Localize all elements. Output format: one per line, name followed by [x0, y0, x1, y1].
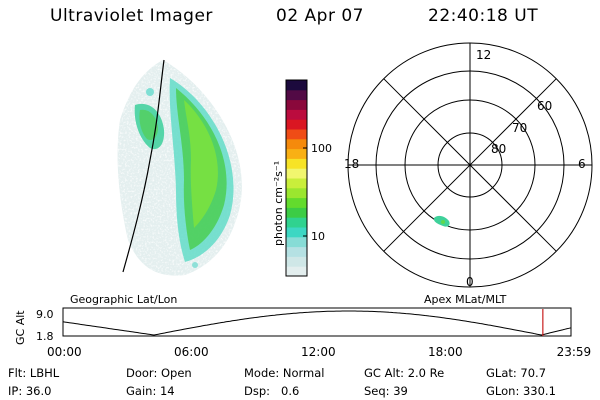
info-glon: GLon: 330.1	[486, 384, 556, 398]
x-tick-label: 18:00	[428, 345, 463, 359]
y-tick-1-8: 1.8	[36, 330, 54, 343]
colorbar-swatch	[286, 119, 307, 130]
colorbar-swatch	[286, 187, 307, 199]
colorbar-swatch	[286, 266, 307, 277]
timeline-panel: 00:00 06:00 12:00 18:00 23:59	[47, 307, 592, 359]
colorbar-swatch	[286, 138, 307, 150]
x-tick-label: 12:00	[301, 345, 336, 359]
info-gc-alt: GC Alt: 2.0 Re	[364, 366, 445, 380]
colorbar-frame	[285, 79, 308, 277]
colorbar-label: photon cm⁻²s⁻¹	[272, 160, 285, 246]
info-gain: Gain: 14	[126, 384, 175, 398]
polar-diagonal-2	[383, 78, 557, 252]
colorbar-swatch	[286, 80, 307, 91]
colorbar-swatch	[286, 109, 307, 120]
terminator-line	[122, 59, 165, 273]
colorbar-swatch	[286, 99, 307, 110]
colorbar-swatch	[286, 178, 307, 189]
colorbar-tick-label: 10	[311, 230, 325, 243]
colorbar-swatch	[286, 246, 307, 257]
info-glat: GLat: 70.7	[486, 366, 547, 380]
instrument-title: Ultraviolet Imager	[50, 6, 213, 26]
info-ip: IP: 36.0	[8, 384, 52, 398]
altitude-curve	[62, 310, 572, 336]
polar-plot	[347, 42, 593, 288]
info-seq: Seq: 39	[364, 384, 408, 398]
colorbar-swatch	[286, 256, 307, 267]
colorbar-swatch	[286, 236, 307, 248]
lat-label-60: 60	[537, 99, 552, 113]
colorbar-swatch	[286, 158, 307, 169]
colorbar-swatch	[286, 217, 307, 228]
colorbar-swatch	[286, 227, 307, 238]
lat-label-80: 80	[491, 142, 506, 156]
colorbar-swatch	[286, 168, 307, 179]
info-mode: Mode: Normal	[244, 366, 325, 380]
info-door: Door: Open	[126, 366, 192, 380]
x-tick-label: 23:59	[557, 345, 592, 359]
timeline-right-label: Apex MLat/MLT	[424, 293, 507, 306]
y-tick-9: 9.0	[36, 308, 54, 321]
colorbar-tick-label: 100	[311, 142, 332, 155]
time-label: 22:40:18 UT	[428, 6, 539, 26]
colorbar-swatch	[286, 89, 307, 101]
mlt-label-0: 0	[466, 275, 474, 289]
colorbar-swatch	[286, 197, 307, 208]
mlt-label-6: 6	[578, 157, 586, 171]
date-label: 02 Apr 07	[276, 6, 364, 26]
x-tick-label: 06:00	[174, 345, 209, 359]
mlt-label-12: 12	[476, 48, 491, 62]
timeline-y-axis-label: GC Alt	[14, 310, 27, 345]
info-flt: Flt: LBHL	[8, 366, 60, 380]
lat-label-70: 70	[512, 121, 527, 135]
x-tick-label: 00:00	[47, 345, 82, 359]
colorbar: 10 100	[285, 79, 332, 277]
colorbar-swatch	[286, 129, 307, 140]
colorbar-swatch	[286, 148, 307, 159]
colorbar-swatch	[286, 207, 307, 218]
info-dsp: Dsp: 0.6	[244, 384, 300, 398]
mlt-label-18: 18	[344, 157, 359, 171]
timeline-left-label: Geographic Lat/Lon	[70, 293, 177, 306]
